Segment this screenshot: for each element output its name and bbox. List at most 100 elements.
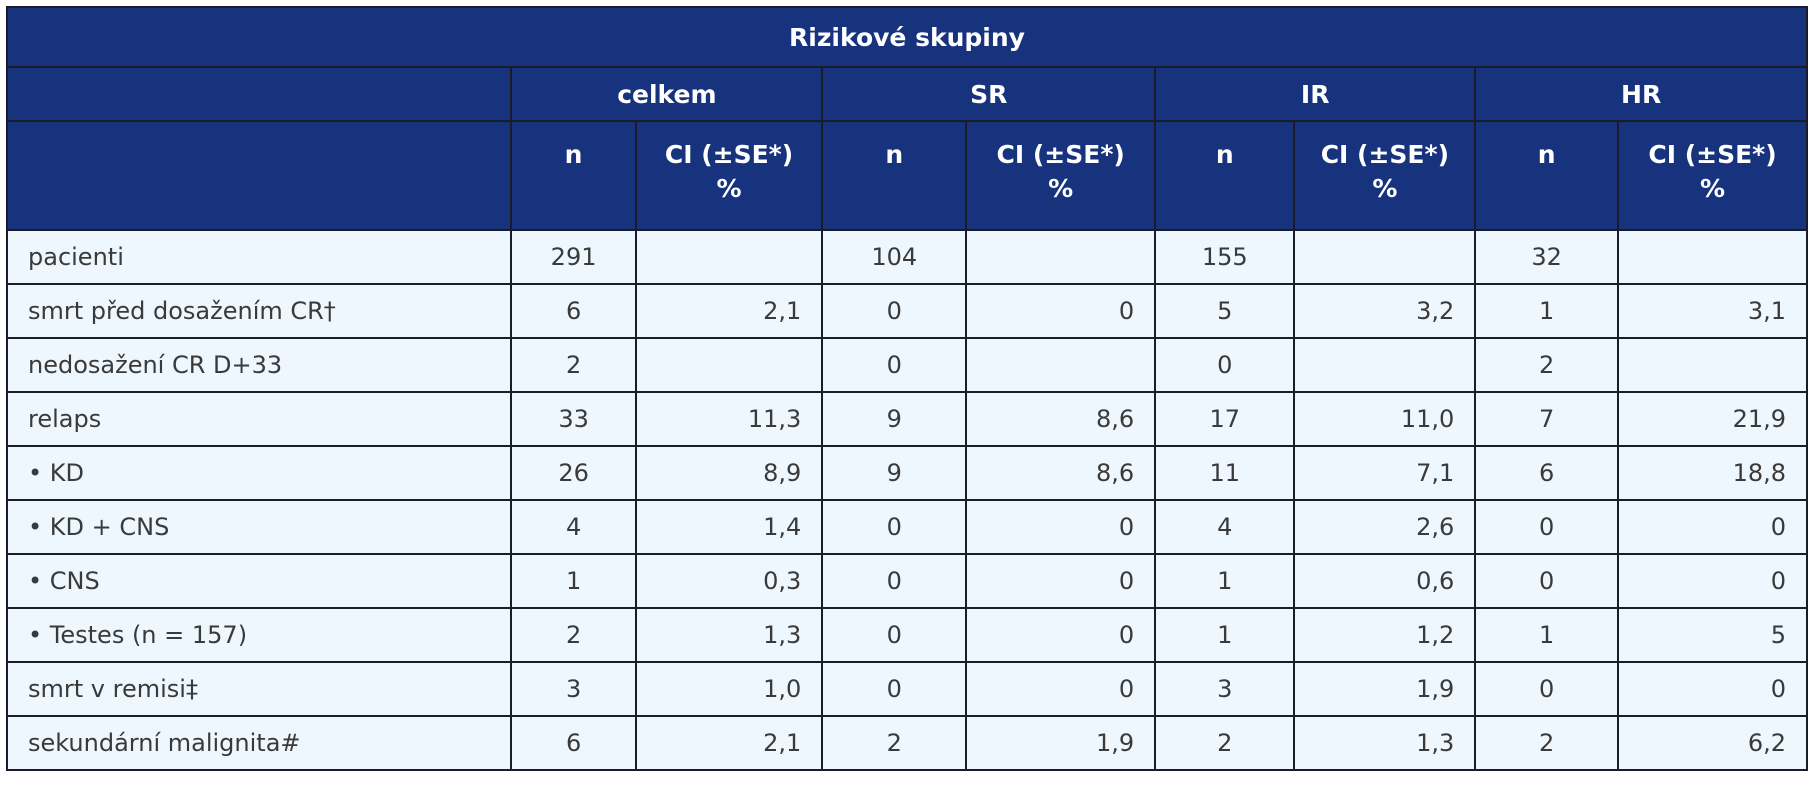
cell-n: 291	[510, 229, 637, 285]
cell-n: 26	[510, 445, 637, 501]
cell-n: 33	[510, 391, 637, 447]
cell-n: 2	[1474, 337, 1620, 393]
row-label: smrt v remisi‡	[5, 661, 513, 717]
table-row: smrt před dosažením CR† 6 2,1 0 0 5 3,2 1 3,1	[5, 283, 1808, 339]
cell-ci: 2,1	[634, 715, 824, 771]
cell-n: 11	[1154, 445, 1296, 501]
cell-ci: 3,2	[1293, 283, 1477, 339]
group-header-blank	[5, 66, 513, 122]
cell-ci: 0	[965, 553, 1157, 609]
cell-n: 5	[1154, 283, 1296, 339]
cell-ci: 8,6	[965, 445, 1157, 501]
cell-n: 2	[510, 337, 637, 393]
table-title-row: Rizikové skupiny	[6, 6, 1808, 68]
cell-n: 0	[821, 661, 968, 717]
cell-ci	[965, 229, 1157, 285]
column-header-n: n	[1154, 120, 1296, 231]
cell-ci: 8,9	[634, 445, 824, 501]
column-header-ci: CI (±SE*) %	[965, 120, 1157, 231]
cell-ci	[1617, 229, 1808, 285]
cell-n: 17	[1154, 391, 1296, 447]
risk-groups-table: Rizikové skupiny celkem SR IR HR n CI (±…	[5, 6, 1808, 771]
cell-n: 104	[821, 229, 968, 285]
cell-ci: 1,0	[634, 661, 824, 717]
cell-ci	[1293, 229, 1477, 285]
column-header-ci: CI (±SE*) %	[1293, 120, 1477, 231]
table-row: nedosažení CR D+33 2 0 0 2	[5, 337, 1808, 393]
column-header-ci: CI (±SE*) %	[1617, 120, 1808, 231]
cell-n: 0	[821, 553, 968, 609]
row-label: smrt před dosažením CR†	[5, 283, 513, 339]
cell-ci: 5	[1617, 607, 1808, 663]
cell-ci: 2,1	[634, 283, 824, 339]
table-row: • Testes (n = 157) 2 1,3 0 0 1 1,2 1 5	[5, 607, 1808, 663]
cell-ci: 1,2	[1293, 607, 1477, 663]
cell-n: 0	[821, 607, 968, 663]
cell-ci: 11,0	[1293, 391, 1477, 447]
cell-ci	[634, 229, 824, 285]
cell-ci	[965, 337, 1157, 393]
cell-n: 0	[821, 499, 968, 555]
group-header-celkem: celkem	[510, 66, 824, 122]
row-label: relaps	[5, 391, 513, 447]
cell-ci: 1,9	[1293, 661, 1477, 717]
column-header-ci: CI (±SE*) %	[634, 120, 824, 231]
cell-n: 2	[1154, 715, 1296, 771]
row-label: • CNS	[5, 553, 513, 609]
cell-ci: 7,1	[1293, 445, 1477, 501]
cell-ci	[1293, 337, 1477, 393]
cell-n: 1	[1474, 607, 1620, 663]
cell-ci: 0,3	[634, 553, 824, 609]
cell-n: 9	[821, 391, 968, 447]
group-header-ir: IR	[1154, 66, 1477, 122]
cell-ci: 0	[1617, 661, 1808, 717]
cell-n: 3	[510, 661, 637, 717]
cell-n: 0	[1154, 337, 1296, 393]
table-row: • CNS 1 0,3 0 0 1 0,6 0 0	[5, 553, 1808, 609]
table-row: smrt v remisi‡ 3 1,0 0 0 3 1,9 0 0	[5, 661, 1808, 717]
table-row: sekundární malignita# 6 2,1 2 1,9 2 1,3 2 6,2	[5, 715, 1808, 771]
cell-ci: 3,1	[1617, 283, 1808, 339]
table-body: pacienti 291 104 155 32 smrt před dosažením C…	[5, 229, 1808, 771]
cell-ci: 2,6	[1293, 499, 1477, 555]
cell-ci: 1,4	[634, 499, 824, 555]
row-label: • Testes (n = 157)	[5, 607, 513, 663]
cell-ci: 0	[1617, 499, 1808, 555]
group-header-sr: SR	[821, 66, 1157, 122]
table-row: pacienti 291 104 155 32	[5, 229, 1808, 285]
table-row: • KD 26 8,9 9 8,6 11 7,1 6 18,8	[5, 445, 1808, 501]
cell-n: 0	[1474, 499, 1620, 555]
cell-ci: 6,2	[1617, 715, 1808, 771]
cell-ci: 0	[965, 499, 1157, 555]
column-header-row: n CI (±SE*) % n CI (±SE*) % n CI (±SE*) …	[5, 120, 1808, 231]
column-header-n: n	[510, 120, 637, 231]
cell-n: 1	[1474, 283, 1620, 339]
cell-n: 6	[510, 715, 637, 771]
group-header-row: celkem SR IR HR	[5, 66, 1808, 122]
cell-ci: 0,6	[1293, 553, 1477, 609]
cell-ci: 11,3	[634, 391, 824, 447]
cell-n: 2	[510, 607, 637, 663]
cell-ci: 0	[1617, 553, 1808, 609]
cell-ci: 1,3	[1293, 715, 1477, 771]
cell-ci	[1617, 337, 1808, 393]
table-row: relaps 33 11,3 9 8,6 17 11,0 7 21,9	[5, 391, 1808, 447]
cell-n: 0	[821, 337, 968, 393]
cell-n: 6	[510, 283, 637, 339]
cell-n: 155	[1154, 229, 1296, 285]
cell-ci	[634, 337, 824, 393]
cell-n: 1	[1154, 553, 1296, 609]
row-label: nedosažení CR D+33	[5, 337, 513, 393]
cell-ci: 18,8	[1617, 445, 1808, 501]
cell-n: 9	[821, 445, 968, 501]
cell-ci: 0	[965, 661, 1157, 717]
cell-n: 1	[1154, 607, 1296, 663]
cell-n: 7	[1474, 391, 1620, 447]
cell-n: 0	[1474, 661, 1620, 717]
table-row: • KD + CNS 4 1,4 0 0 4 2,6 0 0	[5, 499, 1808, 555]
cell-n: 2	[821, 715, 968, 771]
cell-n: 6	[1474, 445, 1620, 501]
cell-n: 0	[1474, 553, 1620, 609]
cell-n: 4	[1154, 499, 1296, 555]
cell-ci: 0	[965, 607, 1157, 663]
